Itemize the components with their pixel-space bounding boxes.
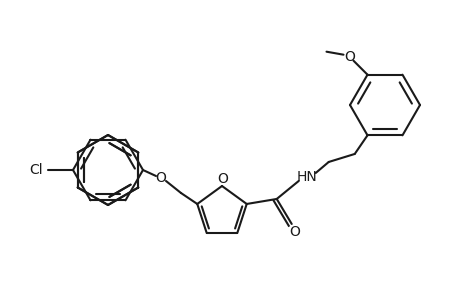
Text: O: O [155, 171, 166, 185]
Text: O: O [343, 50, 354, 64]
Text: O: O [217, 172, 228, 186]
Text: O: O [289, 225, 300, 239]
Text: Cl: Cl [29, 163, 43, 177]
Text: HN: HN [296, 170, 316, 184]
